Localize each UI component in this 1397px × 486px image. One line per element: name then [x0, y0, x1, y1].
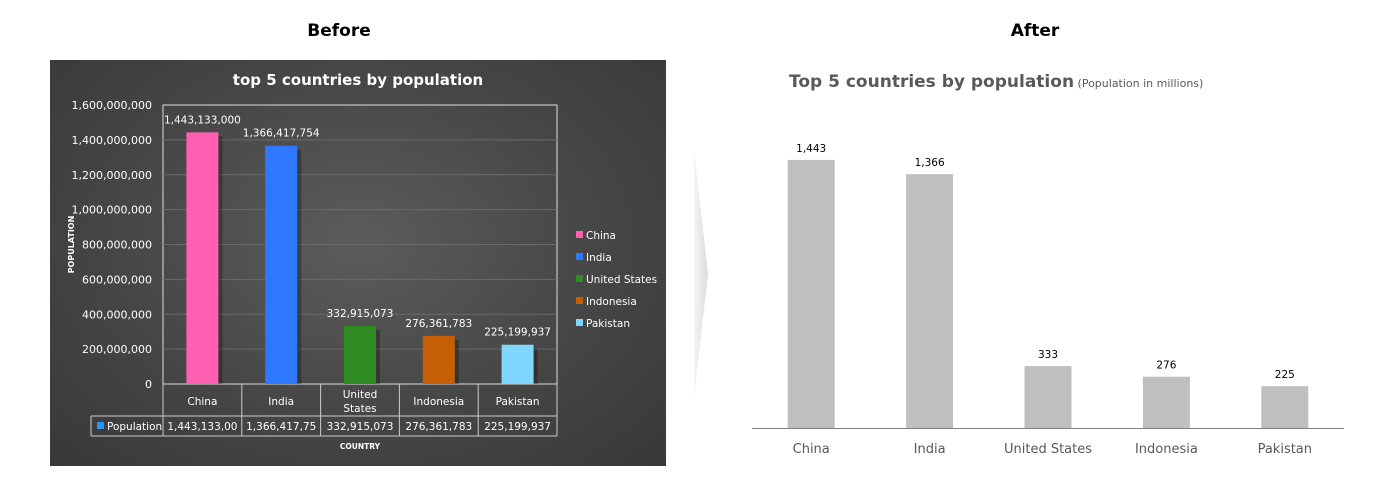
bar-china: [787, 159, 835, 428]
data-label: 276: [1156, 360, 1176, 372]
table-cell: 332,915,073: [327, 421, 394, 433]
x-axis-label: COUNTRY: [340, 442, 381, 451]
transition-arrow: [694, 150, 708, 398]
table-cell: 225,199,937: [484, 421, 551, 433]
x-tick-label: Indonesia: [413, 396, 464, 408]
legend-key: [576, 231, 583, 238]
table-cell: 1,366,417,75: [246, 421, 316, 433]
x-tick-label: Pakistan: [1258, 442, 1312, 457]
chart-title: top 5 countries by population: [233, 71, 483, 89]
x-tick-label: China: [793, 442, 830, 457]
table-cell: 1,443,133,00: [167, 421, 237, 433]
x-tick-label: Indonesia: [1135, 442, 1198, 457]
legend-entry: China: [586, 230, 616, 242]
bar-indonesia: [422, 335, 455, 384]
x-tick-label: United States: [1004, 442, 1092, 457]
bar-indonesia: [1142, 376, 1190, 428]
after-chart: Top 5 countries by population (Populatio…: [752, 72, 1344, 457]
x-tick-label: India: [914, 442, 946, 457]
data-label: 1,366,417,754: [243, 128, 320, 140]
y-tick-label: 1,600,000,000: [72, 99, 152, 112]
bar-india: [906, 174, 954, 428]
legend-key: [576, 319, 583, 326]
y-tick-label: 400,000,000: [82, 308, 152, 321]
data-label: 225: [1275, 369, 1295, 381]
bar-china: [186, 132, 219, 384]
y-tick-label: 1,200,000,000: [72, 169, 152, 182]
legend-key: [576, 297, 583, 304]
legend-entry: India: [586, 252, 612, 264]
legend-key: [576, 275, 583, 282]
after-chart-panel: Top 5 countries by population (Populatio…: [752, 60, 1352, 470]
before-chart-panel: top 5 countries by population 0 200,000,00…: [50, 60, 666, 466]
before-heading: Before: [307, 21, 371, 41]
y-tick-label: 200,000,000: [82, 343, 152, 356]
y-tick-label: 600,000,000: [82, 273, 152, 286]
data-label: 276,361,783: [405, 318, 472, 330]
before-chart: top 5 countries by population 0 200,000,00…: [67, 71, 657, 451]
y-axis-label: POPULATION: [67, 216, 76, 274]
y-tick-label: 800,000,000: [82, 239, 152, 252]
y-tick-label: 1,000,000,000: [72, 204, 152, 217]
data-label: 225,199,937: [484, 327, 551, 339]
table-series-label: Population: [107, 421, 162, 433]
data-label: 1,443,133,000: [164, 114, 241, 126]
bar-pakistan: [501, 344, 534, 384]
after-heading: After: [1010, 21, 1060, 41]
table-legend-key: [97, 422, 104, 429]
data-label: 333: [1038, 349, 1058, 361]
data-label: 332,915,073: [327, 308, 394, 320]
bar-united-states: [1024, 366, 1072, 428]
legend-key: [576, 253, 583, 260]
legend-entry: Pakistan: [586, 318, 630, 330]
x-tick-label: India: [268, 396, 294, 408]
x-tick-label: Pakistan: [496, 396, 540, 408]
chart-title-text: Top 5 countries by population: [789, 72, 1074, 92]
y-tick-label: 0: [145, 378, 152, 391]
chart-title: Top 5 countries by population (Populatio…: [789, 72, 1203, 92]
x-tick-label: United: [343, 389, 378, 401]
legend-entry: Indonesia: [586, 296, 637, 308]
chart-subtitle: (Population in millions): [1074, 77, 1203, 90]
data-label: 1,366: [915, 157, 945, 169]
bar-india: [265, 145, 298, 384]
bar-pakistan: [1261, 386, 1309, 428]
table-cell: 276,361,783: [405, 421, 472, 433]
bar-united-states: [344, 325, 376, 384]
x-tick-label: States: [343, 403, 376, 415]
data-label: 1,443: [796, 143, 826, 155]
y-tick-label: 1,400,000,000: [72, 134, 152, 147]
legend-entry: United States: [586, 274, 657, 286]
x-tick-label: China: [187, 396, 217, 408]
